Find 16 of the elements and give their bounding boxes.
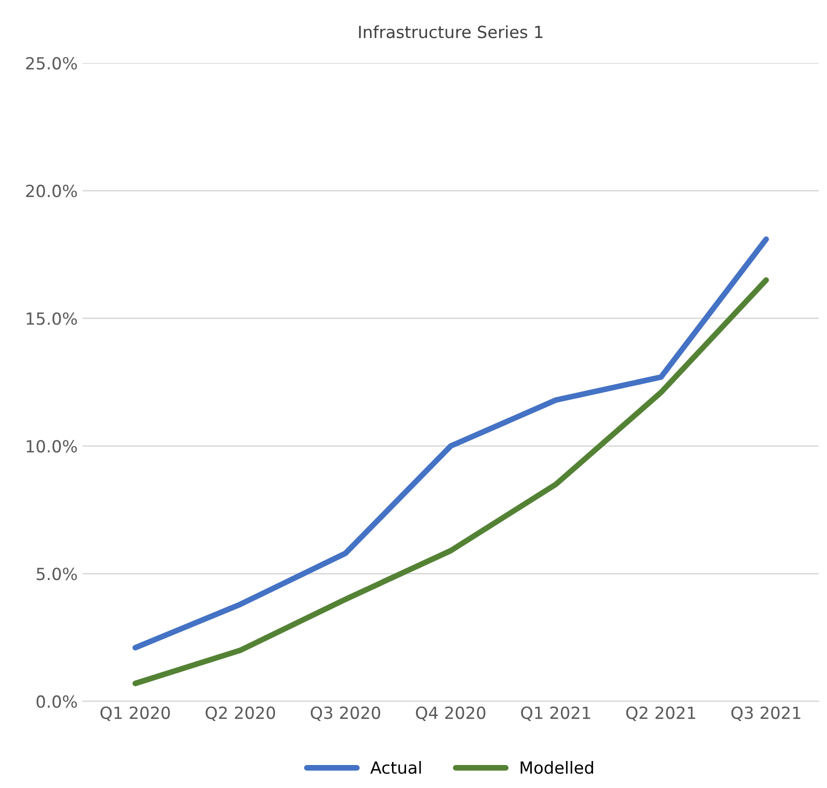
y-tick-label: 5.0% — [36, 568, 77, 580]
x-tick-label: Q3 2021 — [731, 706, 800, 721]
legend-label: Modelled — [520, 761, 594, 774]
y-tick-label: 15.0% — [26, 312, 77, 325]
y-tick-label: 0.0% — [36, 695, 77, 708]
legend-label: Actual — [370, 761, 421, 774]
x-tick-label: Q1 2020 — [100, 706, 170, 721]
x-tick-label: Q2 2021 — [626, 706, 696, 721]
x-tick-label: Q1 2021 — [521, 706, 590, 721]
x-tick-label: Q2 2020 — [206, 706, 276, 721]
y-tick-label: 20.0% — [26, 184, 77, 198]
chart-title: Infrastructure Series 1 — [359, 25, 542, 38]
x-tick-label: Q3 2020 — [310, 706, 380, 721]
y-tick-label: 10.0% — [26, 440, 77, 453]
y-tick-label: 25.0% — [26, 57, 77, 70]
x-tick-label: Q4 2020 — [416, 706, 486, 721]
